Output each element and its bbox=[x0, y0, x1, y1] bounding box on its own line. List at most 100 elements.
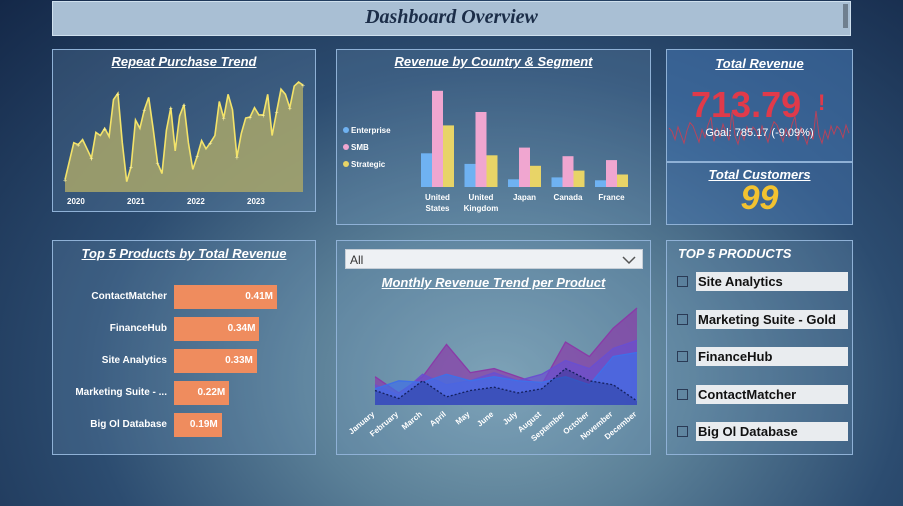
repeat-purchase-x-tick: 2021 bbox=[127, 197, 145, 206]
legend-label: Enterprise bbox=[351, 126, 391, 135]
country-segment-chart: United States United Kingdom Japan Canada Fran… bbox=[421, 90, 628, 213]
repeat-purchase-point: + bbox=[89, 156, 93, 163]
top5-product-value: 0.19M bbox=[189, 419, 218, 430]
bar-strategic bbox=[486, 155, 498, 187]
repeat-purchase-point: + bbox=[222, 116, 226, 123]
product-line-1 bbox=[374, 339, 638, 397]
slicer-item[interactable]: Site Analytics bbox=[677, 272, 849, 291]
slicer-item[interactable]: FinanceHub bbox=[677, 347, 849, 366]
top5-products-slicer-panel: TOP 5 PRODUCTS Site Analytics Marketing S… bbox=[666, 240, 853, 455]
total-revenue-title: Total Revenue bbox=[715, 56, 804, 71]
legend-item-smb: SMB bbox=[343, 143, 369, 152]
country-tick-label: States bbox=[425, 204, 450, 213]
repeat-purchase-point: + bbox=[116, 91, 120, 98]
slicer-item[interactable]: Big Ol Database bbox=[677, 422, 849, 441]
product-dropdown-value: All bbox=[350, 253, 364, 267]
chevron-down-icon bbox=[622, 256, 636, 265]
repeat-purchase-x-tick: 2022 bbox=[187, 197, 205, 206]
country-segment-panel: Revenue by Country & Segment Enterprise S… bbox=[336, 49, 651, 225]
repeat-purchase-panel: Repeat Purchase Trend + + + + + + + + + + + + + + + + + +… bbox=[52, 49, 316, 212]
alert-icon: ! bbox=[818, 90, 826, 115]
bar-enterprise bbox=[595, 180, 606, 187]
repeat-purchase-point: + bbox=[76, 143, 80, 150]
monthly-trend-title: Monthly Revenue Trend per Product bbox=[381, 275, 606, 290]
slicer-item-label: ContactMatcher bbox=[696, 384, 848, 404]
repeat-purchase-x-tick: 2020 bbox=[67, 197, 85, 206]
country-tick-label: France bbox=[598, 193, 625, 202]
top5-product-row: ContactMatcher 0.41M bbox=[53, 285, 315, 309]
revenue-goal: Goal: 785.17 (-9.09%) bbox=[705, 127, 814, 139]
total-customers-value: 99 bbox=[740, 179, 779, 217]
repeat-purchase-chart: + + + + + + + + + + + + + + + + + + +2020 2021 2022 2023 bbox=[63, 80, 305, 206]
repeat-purchase-point: + bbox=[195, 154, 199, 161]
revenue-sparkline bbox=[668, 110, 850, 146]
slicer-item-label: FinanceHub bbox=[696, 347, 848, 366]
slicer-item[interactable]: ContactMatcher bbox=[677, 384, 849, 404]
country-segment-title: Revenue by Country & Segment bbox=[394, 54, 593, 69]
legend-dot bbox=[343, 127, 349, 133]
slicer-item-label: Big Ol Database bbox=[696, 422, 848, 441]
bar-smb bbox=[475, 112, 487, 187]
repeat-purchase-x-tick: 2023 bbox=[247, 197, 265, 206]
bar-enterprise bbox=[421, 153, 432, 187]
month-tick-label: May bbox=[454, 409, 472, 426]
country-tick-label: Kingdom bbox=[464, 204, 499, 213]
slicer-item-label: Site Analytics bbox=[696, 272, 848, 291]
slicer-checkbox[interactable] bbox=[677, 276, 688, 287]
top5-product-bar: 0.34M bbox=[174, 317, 260, 341]
repeat-purchase-point: + bbox=[261, 113, 265, 120]
legend-item-enterprise: Enterprise bbox=[343, 126, 391, 135]
slicer-checkbox[interactable] bbox=[677, 388, 688, 400]
legend-label: Strategic bbox=[351, 160, 386, 169]
slicer-checkbox[interactable] bbox=[677, 313, 688, 325]
bar-strategic bbox=[617, 174, 628, 187]
slicer-checkbox[interactable] bbox=[677, 426, 688, 437]
bar-enterprise bbox=[464, 163, 476, 187]
repeat-purchase-point: + bbox=[208, 141, 212, 148]
top5-product-label: Site Analytics bbox=[101, 355, 167, 366]
product-area-3 bbox=[375, 368, 637, 405]
country-tick-label: Japan bbox=[513, 193, 536, 202]
top5-product-bar: 0.41M bbox=[174, 285, 277, 309]
header-scrollbar[interactable] bbox=[843, 4, 848, 28]
repeat-purchase-point: + bbox=[275, 110, 279, 117]
month-tick-label: July bbox=[501, 409, 519, 427]
country-tick-label: United bbox=[425, 193, 450, 202]
repeat-purchase-point: + bbox=[103, 126, 107, 133]
top5-product-row: FinanceHub 0.34M bbox=[53, 317, 315, 341]
top5-product-bar: 0.33M bbox=[174, 349, 257, 373]
bar-smb bbox=[519, 147, 530, 187]
repeat-purchase-line bbox=[64, 80, 304, 182]
top5-product-bar: 0.22M bbox=[174, 381, 230, 405]
bar-smb bbox=[432, 90, 443, 187]
top5-product-value: 0.41M bbox=[245, 291, 273, 302]
slicer-item[interactable]: Marketing Suite - Gold bbox=[677, 309, 849, 329]
month-tick-label: March bbox=[400, 410, 424, 432]
legend-item-strategic: Strategic bbox=[343, 160, 385, 169]
product-dropdown[interactable]: All bbox=[345, 249, 643, 269]
repeat-purchase-title: Repeat Purchase Trend bbox=[111, 54, 257, 69]
top5-product-value: 0.34M bbox=[227, 323, 256, 334]
bar-strategic bbox=[530, 165, 541, 187]
top5-product-value: 0.22M bbox=[197, 387, 226, 398]
top5-product-label: Marketing Suite - ... bbox=[75, 387, 167, 398]
top5-product-row: Site Analytics 0.33M bbox=[53, 349, 315, 373]
repeat-purchase-point: + bbox=[182, 103, 186, 110]
top5-products-chart-title: Top 5 Products by Total Revenue bbox=[81, 246, 287, 261]
repeat-purchase-point: + bbox=[169, 106, 173, 113]
country-tick-label: Canada bbox=[554, 193, 583, 202]
bar-smb bbox=[562, 156, 574, 187]
slicer-checkbox[interactable] bbox=[677, 351, 688, 362]
dashboard-title: Dashboard Overview bbox=[365, 6, 538, 28]
repeat-purchase-point: + bbox=[301, 83, 305, 90]
slicer-item-label: Marketing Suite - Gold bbox=[696, 309, 848, 329]
total-revenue-value: 713.79 bbox=[691, 84, 802, 125]
total-revenue-card: Total Revenue 713.79 ! Goal: 785.17 (-9.… bbox=[666, 49, 853, 162]
bar-strategic bbox=[443, 125, 454, 187]
month-tick-label: June bbox=[475, 409, 496, 428]
repeat-purchase-point: + bbox=[129, 164, 133, 171]
bar-enterprise bbox=[551, 177, 563, 187]
legend-dot bbox=[343, 144, 349, 150]
top5-products-chart-panel: Top 5 Products by Total Revenue ContactM… bbox=[52, 240, 316, 455]
